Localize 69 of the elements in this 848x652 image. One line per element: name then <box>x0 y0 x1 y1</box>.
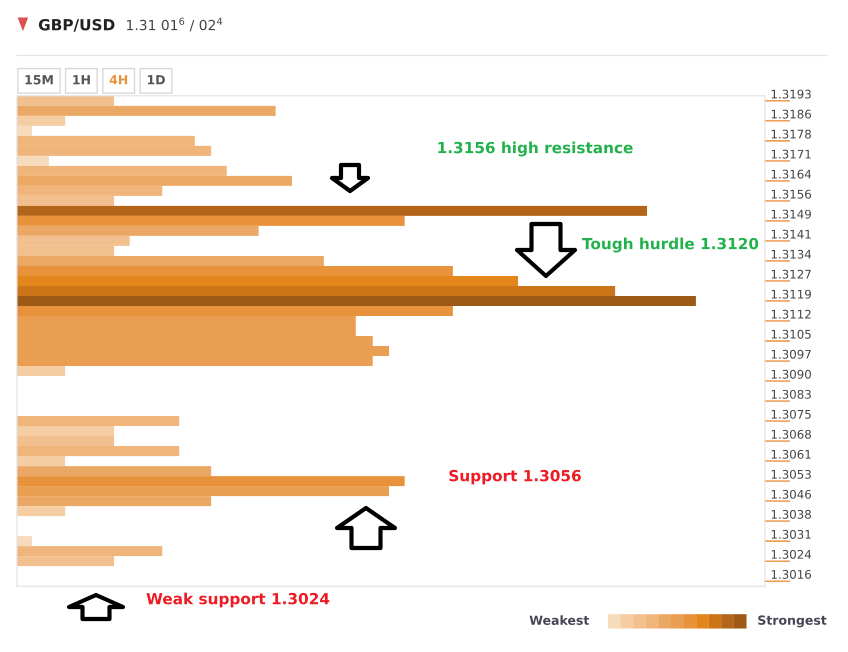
y-tick-label: 1.3171 <box>772 150 811 159</box>
bar <box>16 366 66 376</box>
bar <box>16 466 212 476</box>
bar <box>16 426 114 436</box>
chart-title: GBP/USD <box>38 18 114 32</box>
y-tick-label: 1.3112 <box>772 310 811 319</box>
bar <box>16 116 66 126</box>
y-tick-label: 1.3024 <box>772 550 812 559</box>
annotation: Support 1.3056 <box>449 470 581 484</box>
bar <box>16 486 390 496</box>
bar <box>16 556 114 566</box>
bar <box>16 196 114 206</box>
bar <box>16 166 227 176</box>
y-tick-label: 1.3105 <box>772 330 811 339</box>
y-tick-label: 1.3164 <box>772 170 812 179</box>
y-tick-label: 1.3075 <box>772 410 811 419</box>
bar <box>16 546 162 556</box>
bar <box>16 446 180 456</box>
annotation: Tough hurdle 1.3120 <box>582 238 758 252</box>
y-tick-label: 1.3031 <box>772 530 811 539</box>
y-tick-label: 1.3053 <box>772 470 811 479</box>
annotation: 1.3156 high resistance <box>438 142 633 156</box>
bar <box>16 96 114 106</box>
text: Strongest <box>758 615 827 628</box>
y-tick-label: 1.3119 <box>772 290 811 299</box>
bar <box>16 496 212 506</box>
bar <box>16 226 259 236</box>
bar <box>16 476 405 486</box>
y-tick-label: 1.3178 <box>772 130 811 139</box>
text: Weakest <box>530 615 590 625</box>
y-tick-label: 1.3186 <box>772 110 812 119</box>
bar <box>16 536 32 546</box>
bar <box>16 206 648 216</box>
bar <box>16 156 49 166</box>
y-tick-label: 1.3156 <box>772 190 812 199</box>
bar <box>16 306 453 316</box>
y-tick-label: 1.3016 <box>772 570 812 579</box>
y-tick-label: 1.3083 <box>772 390 811 399</box>
y-tick-label: 1.3068 <box>772 430 811 439</box>
y-tick-label: 1.3149 <box>772 210 811 219</box>
text: 15M <box>26 75 53 84</box>
text: Weak support 1.3024 <box>146 592 330 608</box>
bar <box>16 106 276 116</box>
y-tick-label: 1.3038 <box>772 510 811 519</box>
bar <box>16 126 32 136</box>
y-tick-label: 1.3097 <box>772 350 811 359</box>
y-tick-label: 1.3061 <box>772 450 811 459</box>
chart-subtitle: 1.31 01$^{6}$ / 02$^{4}$ <box>127 18 222 32</box>
bar <box>16 276 518 286</box>
bar <box>16 436 114 446</box>
bar <box>16 256 324 266</box>
y-tick-label: 1.3193 <box>772 90 811 99</box>
y-tick-label: 1.3046 <box>772 490 812 499</box>
text: 1H <box>73 75 90 84</box>
bar <box>16 286 616 296</box>
y-tick-label: 1.3127 <box>772 270 811 279</box>
y-tick-label: 1.3134 <box>772 250 812 259</box>
text: 4H <box>110 75 128 84</box>
bar <box>16 456 66 466</box>
bar <box>16 186 162 196</box>
bar <box>16 416 180 426</box>
y-tick-label: 1.3141 <box>772 230 811 239</box>
y-tick-label: 1.3090 <box>772 370 811 379</box>
text: 1D <box>148 75 165 84</box>
bar <box>16 216 405 226</box>
bar <box>16 296 696 306</box>
bar <box>16 266 453 276</box>
bar <box>16 506 66 516</box>
bar <box>16 176 292 186</box>
